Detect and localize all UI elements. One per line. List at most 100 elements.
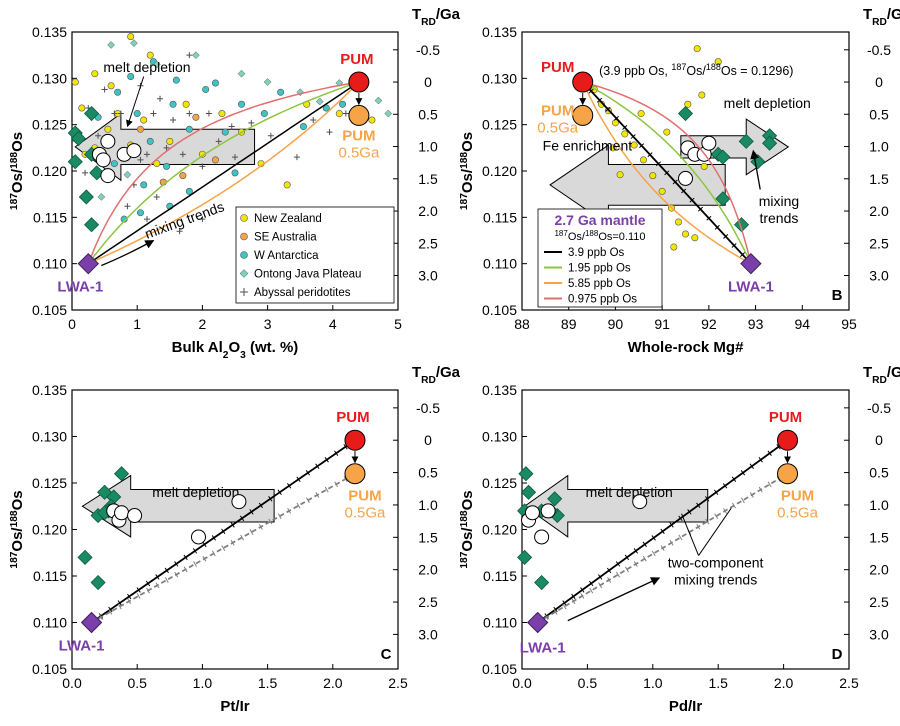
sample-point [185,187,193,195]
label-part: 187 [459,551,470,568]
label-part: Os=0.110 [598,231,645,243]
mixing-line-pum-05ga-tick [249,529,254,536]
sample-open-circle [95,152,111,168]
abyssal-point [199,163,206,170]
legend-title: 2.7 Ga mantle [554,212,645,228]
sample-point [211,156,219,164]
y2-tick-label: 1.0 [418,497,438,513]
y-axis-label: 187Os/188Os [459,490,477,568]
y2-tick-label: 0.5 [869,465,889,481]
pum-05ga-sublabel: 0.5Ga [338,144,380,161]
mixing-line-pum-tick [580,587,585,593]
melt-depletion-pointer [126,76,145,128]
mixing-line-pum-05ga-tick [580,593,585,599]
fe-enrichment-label: Fe enrichment [543,138,633,154]
sample-diamond [89,165,105,181]
mixing-line-pum-05ga-tick [315,492,320,498]
mixing-line-pum-tick [544,613,549,619]
sample-point [133,110,141,118]
mixing-line-pum-05ga-tick [749,492,754,498]
sample-point [698,91,706,99]
y2-tick-label: 0.5 [869,106,889,122]
mixing-line-pum-tick [776,444,781,450]
x-tick-label: 3 [264,316,272,332]
y-tick-label: 0.130 [32,429,67,445]
mixing-line-pum-05ga-tick [642,555,647,562]
mixing-line-pum-05ga-tick [678,534,683,541]
mixing-line-pum-tick [669,522,674,528]
x-axis-label: Bulk Al2O3 (wt. %) [172,339,299,361]
sample-point [120,215,128,223]
sample-point [71,78,79,86]
mixing-line-pum-05ga-tick [146,587,150,594]
y-tick-label: 0.125 [482,117,517,133]
mixing-line-pum-tick [174,561,179,567]
legend-entry: 0.975 ppb Os [568,294,637,306]
label-part: 187 [459,193,470,210]
mixing-line-pum-05ga-tick [287,508,292,514]
mixing-line-pum-tick [98,613,104,619]
mixing-line-1.95 [87,81,360,265]
mixing-line-pum-05ga-tick [211,550,216,557]
sample-point [693,45,701,53]
mixing-line-pum-tick [334,450,339,456]
x-tick-label: 93 [748,316,764,332]
sample-point [616,171,624,179]
abyssal-point [248,119,255,126]
mixing-line-pum-05ga-tick [306,497,310,504]
mixing-line-3.9-tick [613,115,619,121]
legend-entry: New Zealand [254,213,322,225]
panel-b: 0.105 0.110 0.115 0.120 0.125 0.130 0.135 88 89 9… [459,6,900,356]
mixing-line-pum-05ga-tick [230,539,235,546]
sample-diamond [520,484,537,500]
y-tick-label: 0.120 [482,163,517,179]
legend-entry: 5.85 ppb Os [568,278,631,290]
x-axis-label: Pd/Ir [669,698,703,715]
y-tick-label: 0.110 [483,256,517,272]
x-tick-label: 0.0 [512,675,532,691]
y-tick-label: 0.130 [32,70,67,86]
x-tick-label: 4 [329,316,337,332]
pum-label: PUM [769,409,802,426]
sample-diamond [733,217,750,233]
panel-d: 0.105 0.110 0.115 0.120 0.125 0.130 0.135 0.0 0.… [459,364,900,715]
ontong-java-point [123,170,132,179]
x-tick-label: 0 [68,316,76,332]
y2-tick-label: 0.5 [418,106,438,122]
y2-tick-label: 1.5 [869,529,889,545]
sample-diamond [90,574,106,591]
y-tick-label: 0.120 [482,522,517,538]
y-tick-label: 0.135 [482,24,517,40]
mixing-line-pum-05ga-tick [651,550,656,557]
sample-open-circle [524,505,540,521]
y-tick-label: 0.105 [32,661,67,677]
sample-diamond [77,549,93,565]
sample-point [146,137,154,145]
x-tick-label: 1 [133,316,141,332]
y2-tick-label: 2.0 [418,203,438,219]
melt-depletion-label: melt depletion [103,59,190,75]
mixing-line-pum-05ga-tick [767,481,772,488]
sample-point [260,110,268,118]
sample-point [163,162,171,170]
y-tick-label: 0.110 [33,256,67,272]
mixing-line-5.85 [87,81,360,265]
x-tick-label: 95 [841,316,857,332]
sample-point [114,88,122,96]
pum-label: PUM [336,409,369,426]
legend-a: New Zealand SE Australia W Antarctica Onton… [235,206,395,304]
mixing-line-pum-tick [343,443,348,450]
y-tick-label: 0.105 [32,302,67,318]
y2-tick-label: 0 [424,432,432,448]
abyssal-point [157,95,164,102]
x-tick-label: 88 [514,316,530,332]
sample-point [335,110,343,118]
legend-box [235,206,395,304]
sample-point [649,172,657,180]
abyssal-point [267,132,274,139]
mixing-line-pum-05ga-tick [598,582,603,589]
sample-diamond [677,105,694,122]
sample-point [609,144,617,152]
sample-point [700,162,708,170]
